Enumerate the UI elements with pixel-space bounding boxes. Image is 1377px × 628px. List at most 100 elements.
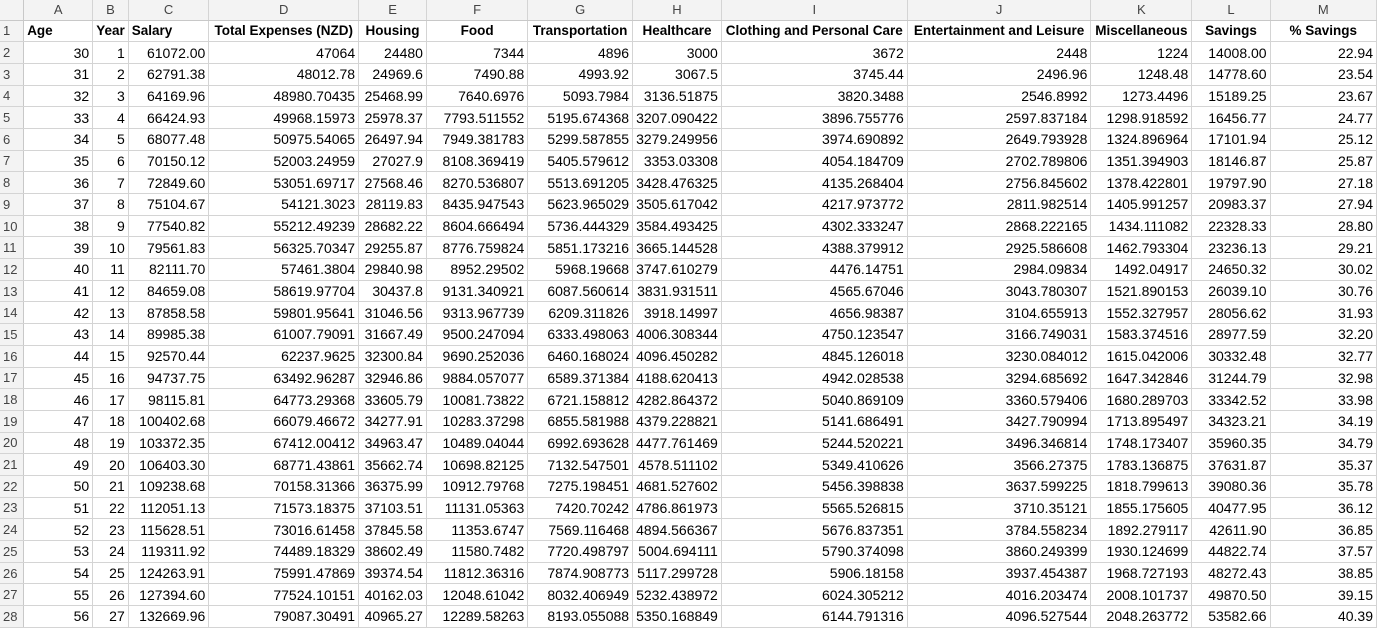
data-cell[interactable]: 19 bbox=[92, 432, 129, 455]
data-cell[interactable]: 6 bbox=[92, 150, 129, 173]
data-cell[interactable]: 37.57 bbox=[1270, 540, 1377, 563]
data-cell[interactable]: 49870.50 bbox=[1191, 583, 1271, 607]
data-cell[interactable]: 5906.18158 bbox=[721, 562, 908, 585]
data-cell[interactable]: 5 bbox=[92, 128, 129, 151]
data-cell[interactable]: 30437.8 bbox=[358, 280, 427, 303]
data-cell[interactable]: 30332.48 bbox=[1191, 345, 1271, 368]
data-cell[interactable]: 115628.51 bbox=[128, 518, 210, 541]
data-cell[interactable]: 124263.91 bbox=[128, 562, 210, 585]
data-cell[interactable]: 4578.511102 bbox=[632, 453, 722, 476]
data-cell[interactable]: 3747.610279 bbox=[632, 258, 722, 281]
row-header[interactable]: 5 bbox=[0, 106, 25, 129]
data-cell[interactable]: 47064 bbox=[208, 41, 360, 64]
data-cell[interactable]: 7949.381783 bbox=[426, 128, 529, 151]
data-cell[interactable]: 29840.98 bbox=[358, 258, 427, 281]
data-cell[interactable]: 36 bbox=[23, 171, 94, 194]
data-cell[interactable]: 14778.60 bbox=[1191, 63, 1271, 86]
data-cell[interactable]: 25468.99 bbox=[358, 85, 427, 108]
data-cell[interactable]: 2756.845602 bbox=[907, 171, 1092, 194]
data-cell[interactable]: 2811.982514 bbox=[907, 193, 1092, 216]
data-cell[interactable]: 1298.918592 bbox=[1090, 106, 1193, 129]
data-cell[interactable]: 4282.864372 bbox=[632, 388, 722, 411]
data-cell[interactable]: 14008.00 bbox=[1191, 41, 1271, 64]
data-cell[interactable]: 13 bbox=[92, 301, 129, 325]
data-cell[interactable]: 34.79 bbox=[1270, 432, 1377, 455]
data-cell[interactable]: 72849.60 bbox=[128, 171, 210, 194]
data-cell[interactable]: 3360.579406 bbox=[907, 388, 1092, 411]
data-cell[interactable]: 52003.24959 bbox=[208, 150, 360, 173]
header-cell[interactable]: Salary bbox=[128, 20, 210, 43]
data-cell[interactable]: 11580.7482 bbox=[426, 540, 529, 563]
data-cell[interactable]: 27 bbox=[92, 605, 129, 628]
column-header-f[interactable]: F bbox=[426, 0, 529, 21]
column-header-a[interactable]: A bbox=[23, 0, 94, 21]
row-header[interactable]: 10 bbox=[0, 215, 25, 238]
data-cell[interactable]: 43 bbox=[23, 323, 94, 346]
data-cell[interactable]: 2702.789806 bbox=[907, 150, 1092, 173]
data-cell[interactable]: 9884.057077 bbox=[426, 367, 529, 390]
row-header[interactable]: 21 bbox=[0, 453, 25, 476]
data-cell[interactable]: 7720.498797 bbox=[527, 540, 634, 563]
data-cell[interactable]: 37845.58 bbox=[358, 518, 427, 541]
data-cell[interactable]: 1968.727193 bbox=[1090, 562, 1193, 585]
data-cell[interactable]: 30 bbox=[23, 41, 94, 64]
data-cell[interactable]: 48272.43 bbox=[1191, 562, 1271, 585]
row-header[interactable]: 4 bbox=[0, 85, 25, 108]
data-cell[interactable]: 119311.92 bbox=[128, 540, 210, 563]
data-cell[interactable]: 4135.268404 bbox=[721, 171, 908, 194]
data-cell[interactable]: 42 bbox=[23, 301, 94, 325]
header-cell[interactable]: Healthcare bbox=[632, 20, 722, 43]
row-header[interactable]: 13 bbox=[0, 280, 25, 303]
data-cell[interactable]: 1552.327957 bbox=[1090, 301, 1193, 325]
data-cell[interactable]: 39080.36 bbox=[1191, 475, 1271, 498]
data-cell[interactable]: 34 bbox=[23, 128, 94, 151]
data-cell[interactable]: 2984.09834 bbox=[907, 258, 1092, 281]
row-header[interactable]: 20 bbox=[0, 432, 25, 455]
data-cell[interactable]: 4896 bbox=[527, 41, 634, 64]
data-cell[interactable]: 3665.144528 bbox=[632, 236, 722, 260]
column-header-h[interactable]: H bbox=[632, 0, 722, 21]
data-cell[interactable]: 26497.94 bbox=[358, 128, 427, 151]
data-cell[interactable]: 10698.82125 bbox=[426, 453, 529, 476]
data-cell[interactable]: 4845.126018 bbox=[721, 345, 908, 368]
data-cell[interactable]: 32946.86 bbox=[358, 367, 427, 390]
header-cell[interactable]: Entertainment and Leisure bbox=[907, 20, 1092, 43]
data-cell[interactable]: 53582.66 bbox=[1191, 605, 1271, 628]
data-cell[interactable]: 35662.74 bbox=[358, 453, 427, 476]
data-cell[interactable]: 27027.9 bbox=[358, 150, 427, 173]
data-cell[interactable]: 51 bbox=[23, 497, 94, 520]
data-cell[interactable]: 2448 bbox=[907, 41, 1092, 64]
data-cell[interactable]: 5565.526815 bbox=[721, 497, 908, 520]
data-cell[interactable]: 2048.263772 bbox=[1090, 605, 1193, 628]
data-cell[interactable]: 15189.25 bbox=[1191, 85, 1271, 108]
data-cell[interactable]: 4096.527544 bbox=[907, 605, 1092, 628]
data-cell[interactable]: 8270.536807 bbox=[426, 171, 529, 194]
data-cell[interactable]: 25.87 bbox=[1270, 150, 1377, 173]
data-cell[interactable]: 36375.99 bbox=[358, 475, 427, 498]
data-cell[interactable]: 26 bbox=[92, 583, 129, 607]
row-header[interactable]: 16 bbox=[0, 345, 25, 368]
data-cell[interactable]: 30.02 bbox=[1270, 258, 1377, 281]
data-cell[interactable]: 5676.837351 bbox=[721, 518, 908, 541]
data-cell[interactable]: 7640.6976 bbox=[426, 85, 529, 108]
data-cell[interactable]: 1855.175605 bbox=[1090, 497, 1193, 520]
data-cell[interactable]: 47 bbox=[23, 410, 94, 433]
header-cell[interactable]: % Savings bbox=[1270, 20, 1377, 43]
data-cell[interactable]: 1783.136875 bbox=[1090, 453, 1193, 476]
data-cell[interactable]: 10 bbox=[92, 236, 129, 260]
data-cell[interactable]: 59801.95641 bbox=[208, 301, 360, 325]
data-cell[interactable]: 3896.755776 bbox=[721, 106, 908, 129]
data-cell[interactable]: 3566.27375 bbox=[907, 453, 1092, 476]
data-cell[interactable]: 73016.61458 bbox=[208, 518, 360, 541]
data-cell[interactable]: 1647.342846 bbox=[1090, 367, 1193, 390]
data-cell[interactable]: 28977.59 bbox=[1191, 323, 1271, 346]
column-header-j[interactable]: J bbox=[907, 0, 1092, 21]
data-cell[interactable]: 4016.203474 bbox=[907, 583, 1092, 607]
data-cell[interactable]: 7874.908773 bbox=[527, 562, 634, 585]
data-cell[interactable]: 52 bbox=[23, 518, 94, 541]
data-cell[interactable]: 3710.35121 bbox=[907, 497, 1092, 520]
data-cell[interactable]: 4006.308344 bbox=[632, 323, 722, 346]
row-header[interactable]: 26 bbox=[0, 562, 25, 585]
data-cell[interactable]: 36.85 bbox=[1270, 518, 1377, 541]
data-cell[interactable]: 62791.38 bbox=[128, 63, 210, 86]
